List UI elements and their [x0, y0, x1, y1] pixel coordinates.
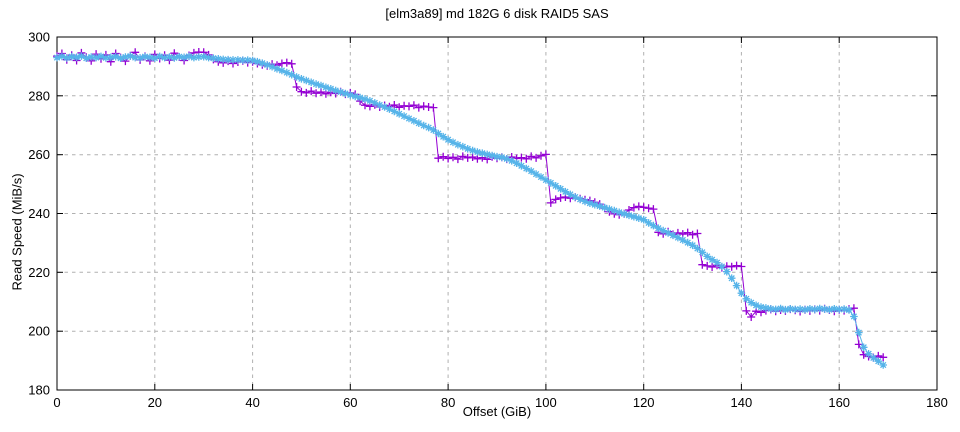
x-tick-label: 60 [343, 395, 357, 410]
x-tick-label: 40 [245, 395, 259, 410]
axis-frame [56, 36, 938, 391]
x-tick-label: 20 [148, 395, 162, 410]
y-tick-label: 220 [28, 265, 50, 280]
x-tick-label: 0 [53, 395, 60, 410]
x-tick-label: 160 [828, 395, 850, 410]
y-tick-label: 280 [28, 88, 50, 103]
x-tick-label: 80 [441, 395, 455, 410]
y-tick-label: 200 [28, 324, 50, 339]
series-2-markers [53, 52, 887, 369]
x-tick-label: 180 [926, 395, 948, 410]
y-tick-label: 240 [28, 206, 50, 221]
x-tick-label: 140 [731, 395, 753, 410]
x-tick-label: 100 [535, 395, 557, 410]
y-tick-label: 180 [28, 383, 50, 398]
series-1-markers [53, 48, 888, 362]
y-tick-label: 260 [28, 147, 50, 162]
x-tick-label: 120 [633, 395, 655, 410]
chart-title: [elm3a89] md 182G 6 disk RAID5 SAS [385, 6, 609, 21]
series-2-line [56, 55, 884, 366]
y-tick-label: 300 [28, 30, 50, 45]
x-axis-label: Offset (GiB) [462, 404, 532, 419]
